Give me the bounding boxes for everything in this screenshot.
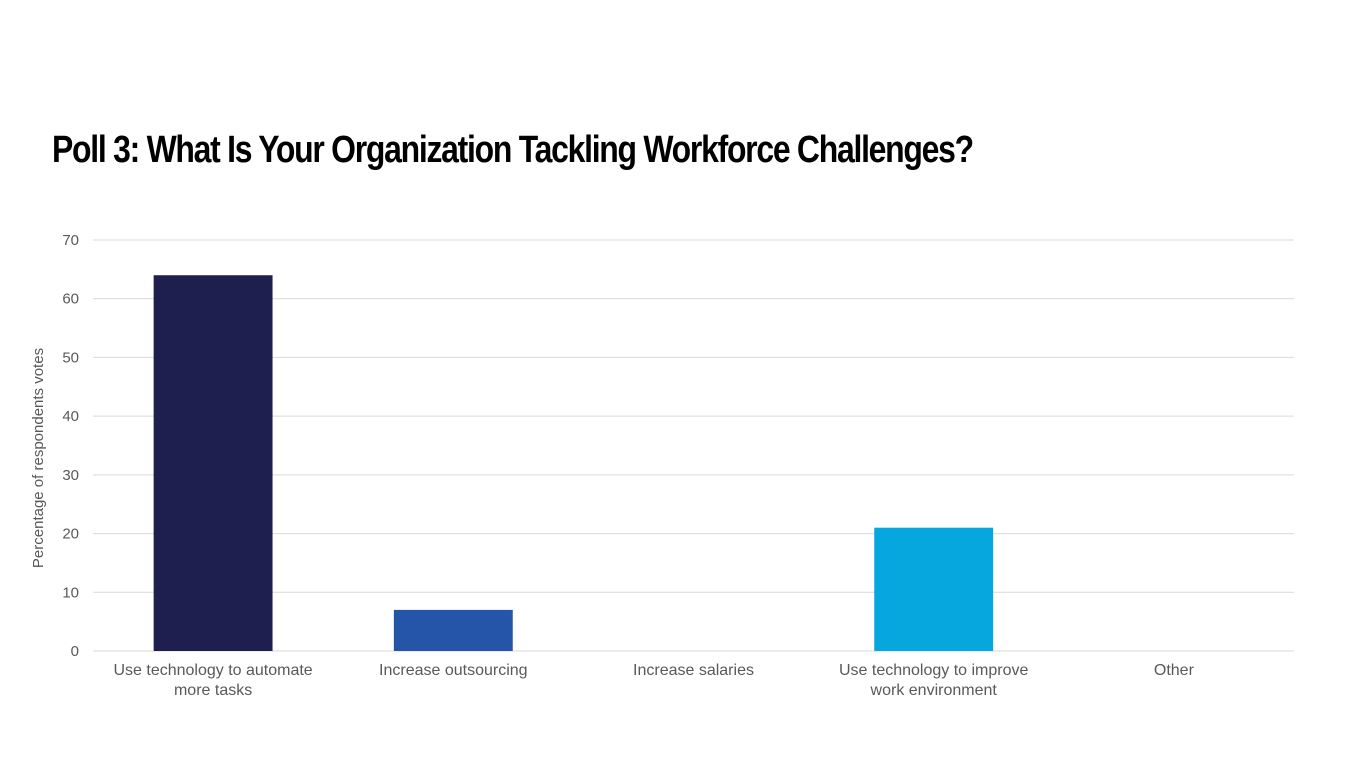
slide-title: Poll 3: What Is Your Organization Tackli… (52, 129, 974, 171)
category-labels: Use technology to automate more tasks Incr… (113, 662, 1194, 699)
bar-4 (874, 527, 994, 651)
y-tick-label: 30 (62, 467, 79, 484)
category-label: Use technology to automate (113, 662, 312, 679)
bars (153, 275, 994, 651)
bar-1 (153, 275, 273, 651)
y-tick-label: 20 (62, 526, 79, 543)
gridlines (93, 239, 1294, 652)
y-tick-label: 60 (62, 291, 79, 308)
category-label: Increase outsourcing (379, 662, 528, 679)
y-axis-ticks: 0 10 20 30 40 50 60 70 (62, 232, 79, 660)
y-tick-label: 10 (62, 584, 79, 601)
category-label: Use technology to improve (839, 662, 1029, 679)
y-tick-label: 70 (62, 232, 79, 249)
y-tick-label: 40 (62, 408, 79, 425)
category-label: Increase salaries (633, 662, 754, 679)
category-label: work environment (870, 682, 998, 699)
y-tick-label: 50 (62, 349, 79, 366)
y-axis-title: Percentage of respondents votes (30, 348, 47, 568)
category-label: more tasks (174, 682, 252, 699)
y-tick-label: 0 (71, 643, 79, 660)
bar-2 (393, 609, 513, 651)
category-label: Other (1154, 662, 1195, 679)
